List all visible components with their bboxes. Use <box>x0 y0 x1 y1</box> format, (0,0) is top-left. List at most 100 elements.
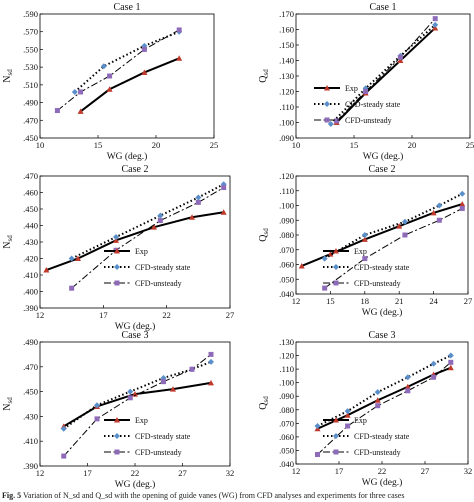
data-point <box>220 209 227 215</box>
data-point <box>161 379 166 385</box>
series-line <box>71 183 225 260</box>
y-tick-label: .110 <box>279 364 294 374</box>
y-tick-label: .390 <box>23 461 38 471</box>
data-point <box>375 403 381 409</box>
y-axis-label: Qsd <box>258 396 270 410</box>
legend-marker <box>333 280 339 286</box>
y-tick-label: .060 <box>279 432 294 442</box>
caption-label: Fig. 5 <box>2 491 22 500</box>
series-line <box>336 18 436 122</box>
x-tick-label: 12 <box>292 466 301 476</box>
x-tick-label: 21 <box>395 296 404 306</box>
series-line <box>317 361 452 455</box>
data-point <box>170 386 176 392</box>
data-point <box>363 89 369 94</box>
x-tick-label: 17 <box>335 466 344 476</box>
y-tick-label: .060 <box>279 260 294 270</box>
data-point <box>448 359 454 365</box>
legend-label: Exp <box>135 416 148 425</box>
legend-marker <box>114 280 120 286</box>
y-tick-label: .160 <box>279 25 294 35</box>
y-tick-label: .470 <box>23 171 38 181</box>
chart-title: Case 3 <box>122 330 149 341</box>
x-axis-label: WG (deg.) <box>115 479 156 490</box>
data-point <box>405 388 411 394</box>
data-point <box>71 88 78 95</box>
y-tick-label: .570 <box>23 27 38 37</box>
series-line <box>79 57 180 113</box>
y-tick-label: .450 <box>23 204 38 214</box>
series-line <box>63 354 212 457</box>
data-point <box>94 416 100 422</box>
series-line <box>317 354 452 427</box>
x-tick-label: 32 <box>226 468 235 478</box>
y-tick-label: .080 <box>279 405 294 415</box>
x-tick-label: 15 <box>350 140 359 150</box>
data-point <box>176 55 183 61</box>
data-point <box>221 185 227 191</box>
legend-label: CFD-steady state <box>135 263 191 272</box>
data-point <box>77 108 84 114</box>
legend-label: CFD-unsteady <box>354 279 401 288</box>
y-tick-label: .470 <box>23 115 38 125</box>
y-tick-label: .490 <box>23 98 38 108</box>
data-point <box>436 202 443 209</box>
y-tick-label: .420 <box>23 254 38 264</box>
legend-marker <box>324 85 330 91</box>
chart-panel: Case 1 .450 .470 .490 .510 .530 .550 .570 .590 10… <box>2 2 218 162</box>
legend-marker <box>114 264 120 270</box>
data-point <box>195 194 202 201</box>
series-line <box>74 30 180 93</box>
series-line <box>301 203 463 267</box>
legend-marker <box>333 433 339 439</box>
legend-label: CFD-steady state <box>354 432 410 441</box>
y-tick-label: .110 <box>279 102 294 112</box>
y-axis-label: Qsd <box>258 69 270 83</box>
x-axis-label: WG (deg.) <box>107 151 148 162</box>
y-axis-label: Nsd <box>2 397 14 411</box>
data-point <box>436 217 442 223</box>
data-point <box>106 86 113 92</box>
y-tick-label: .130 <box>279 337 294 347</box>
data-point <box>94 402 100 409</box>
x-tick-label: 12 <box>36 310 45 320</box>
data-point <box>447 352 454 359</box>
y-tick-label: .430 <box>23 237 38 247</box>
legend-marker <box>114 248 120 254</box>
data-point <box>432 21 439 28</box>
legend-marker <box>114 417 120 423</box>
y-tick-label: .090 <box>279 391 294 401</box>
y-tick-label: .070 <box>279 418 294 428</box>
data-point <box>100 63 107 70</box>
data-point <box>141 69 148 75</box>
data-point <box>314 423 321 430</box>
data-point <box>69 285 75 291</box>
chart-panel: Case 2 .040 .050 .060 .070 .080 .090 .100 .110 .1… <box>258 164 472 318</box>
y-tick-label: .100 <box>279 118 294 128</box>
data-point <box>315 452 320 458</box>
x-tick-label: 12 <box>36 468 45 478</box>
data-point <box>401 218 408 225</box>
y-tick-label: .090 <box>279 133 294 143</box>
data-point <box>334 118 340 124</box>
series-line <box>330 24 436 125</box>
y-tick-label: .100 <box>279 378 294 388</box>
data-point <box>127 388 134 395</box>
y-tick-label: .440 <box>23 221 38 231</box>
data-point <box>132 391 138 397</box>
x-tick-label: 22 <box>162 310 171 320</box>
data-point <box>107 73 113 79</box>
y-tick-label: .040 <box>279 459 294 469</box>
legend-marker <box>333 264 339 270</box>
y-tick-label: .470 <box>23 362 38 372</box>
legend-label: CFD-unsteady <box>354 448 401 457</box>
legend-label: Exp <box>135 247 148 256</box>
y-tick-label: .130 <box>279 71 294 81</box>
y-tick-label: .400 <box>23 287 38 297</box>
legend-marker <box>324 117 330 123</box>
x-tick-label: 24 <box>429 296 438 306</box>
data-point <box>208 358 214 365</box>
data-point <box>404 374 411 381</box>
data-point <box>374 397 381 403</box>
data-point <box>430 209 437 216</box>
